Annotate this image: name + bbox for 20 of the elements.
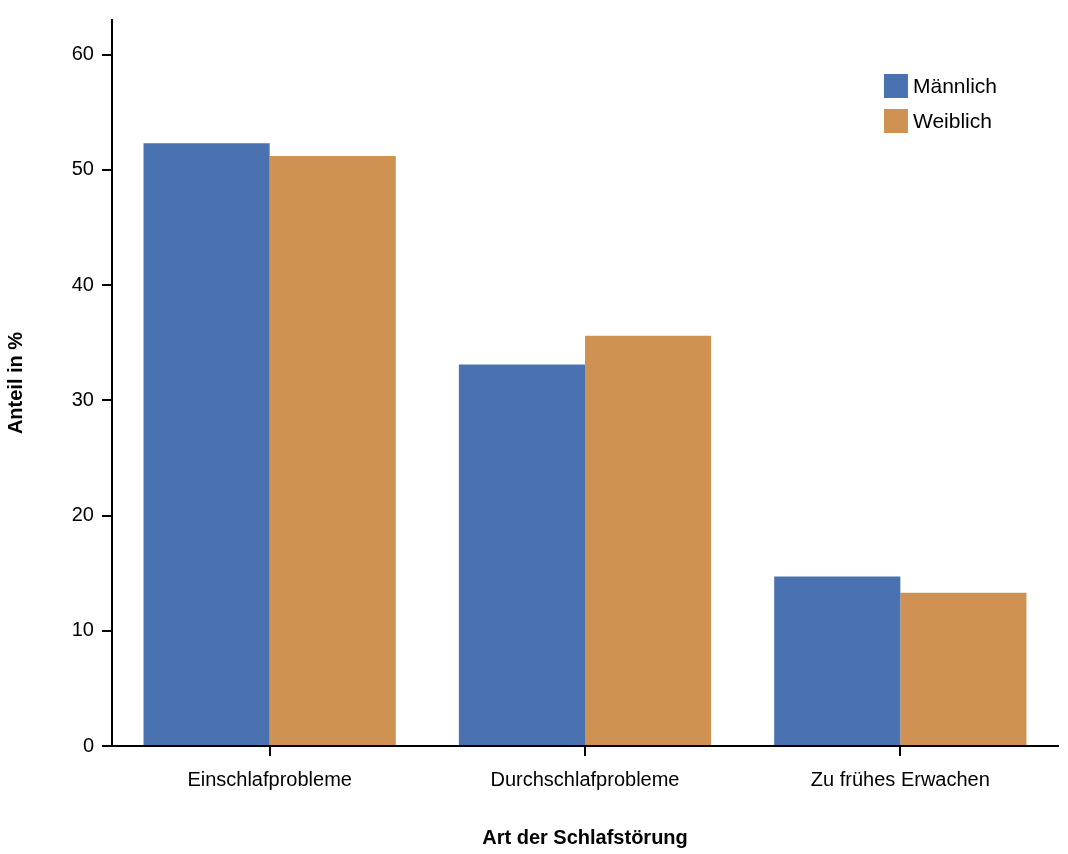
y-axis-title: Anteil in %: [3, 331, 26, 435]
x-tick-label: Einschlafprobleme: [187, 767, 352, 790]
x-axis-title: Art der Schlafstörung: [482, 825, 688, 848]
bar: [269, 155, 396, 745]
y-tick-label: 50: [71, 157, 94, 180]
legend-label: Weiblich: [912, 108, 992, 132]
bar: [143, 143, 270, 745]
y-tick-label: 0: [82, 733, 94, 756]
y-tick-label: 60: [71, 42, 94, 65]
y-tick-label: 30: [71, 387, 94, 410]
bar: [585, 335, 712, 745]
y-tick-label: 20: [71, 503, 94, 526]
bar: [458, 364, 585, 745]
bar: [900, 592, 1027, 745]
y-tick-label: 40: [71, 272, 94, 295]
x-tick-label: Zu frühes Erwachen: [810, 767, 990, 790]
legend-label: Männlich: [912, 73, 998, 97]
x-tick-label: Durchschlafprobleme: [490, 767, 680, 790]
y-tick-label: 10: [71, 618, 94, 641]
bar: [774, 576, 901, 745]
